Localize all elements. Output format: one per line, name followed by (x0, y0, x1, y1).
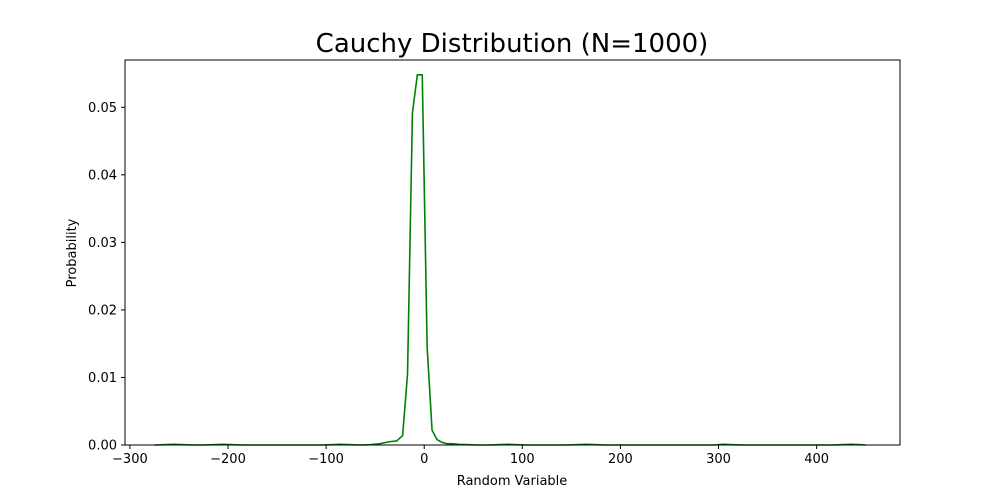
y-tick-label: 0.04 (88, 168, 117, 183)
x-tick-label: −200 (210, 452, 246, 467)
x-tick-label: −100 (308, 452, 344, 467)
y-tick-label: 0.02 (88, 303, 117, 318)
x-tick-label: 400 (804, 452, 829, 467)
series-line (154, 74, 866, 446)
ticks-layer: −300 −200 −100 0 100 200 300 400 0.00 0.01 0.02 0.0… (88, 101, 829, 467)
x-axis-label: Random Variable (457, 474, 568, 489)
chart-title: Cauchy Distribution (N=1000) (316, 29, 709, 59)
x-tick-label: −300 (112, 452, 148, 467)
x-tick-label: 200 (608, 452, 633, 467)
y-tick-label: 0.03 (88, 236, 117, 251)
x-tick-label: 300 (706, 452, 731, 467)
x-tick-label: 100 (510, 452, 535, 467)
y-tick-label: 0.01 (88, 371, 117, 386)
y-axis-label: Probability (65, 218, 80, 287)
series-layer (154, 74, 866, 446)
plot-area-frame (124, 59, 901, 446)
y-tick-label: 0.00 (88, 439, 117, 454)
x-tick-label: 0 (420, 452, 428, 467)
y-tick-label: 0.05 (88, 101, 117, 116)
